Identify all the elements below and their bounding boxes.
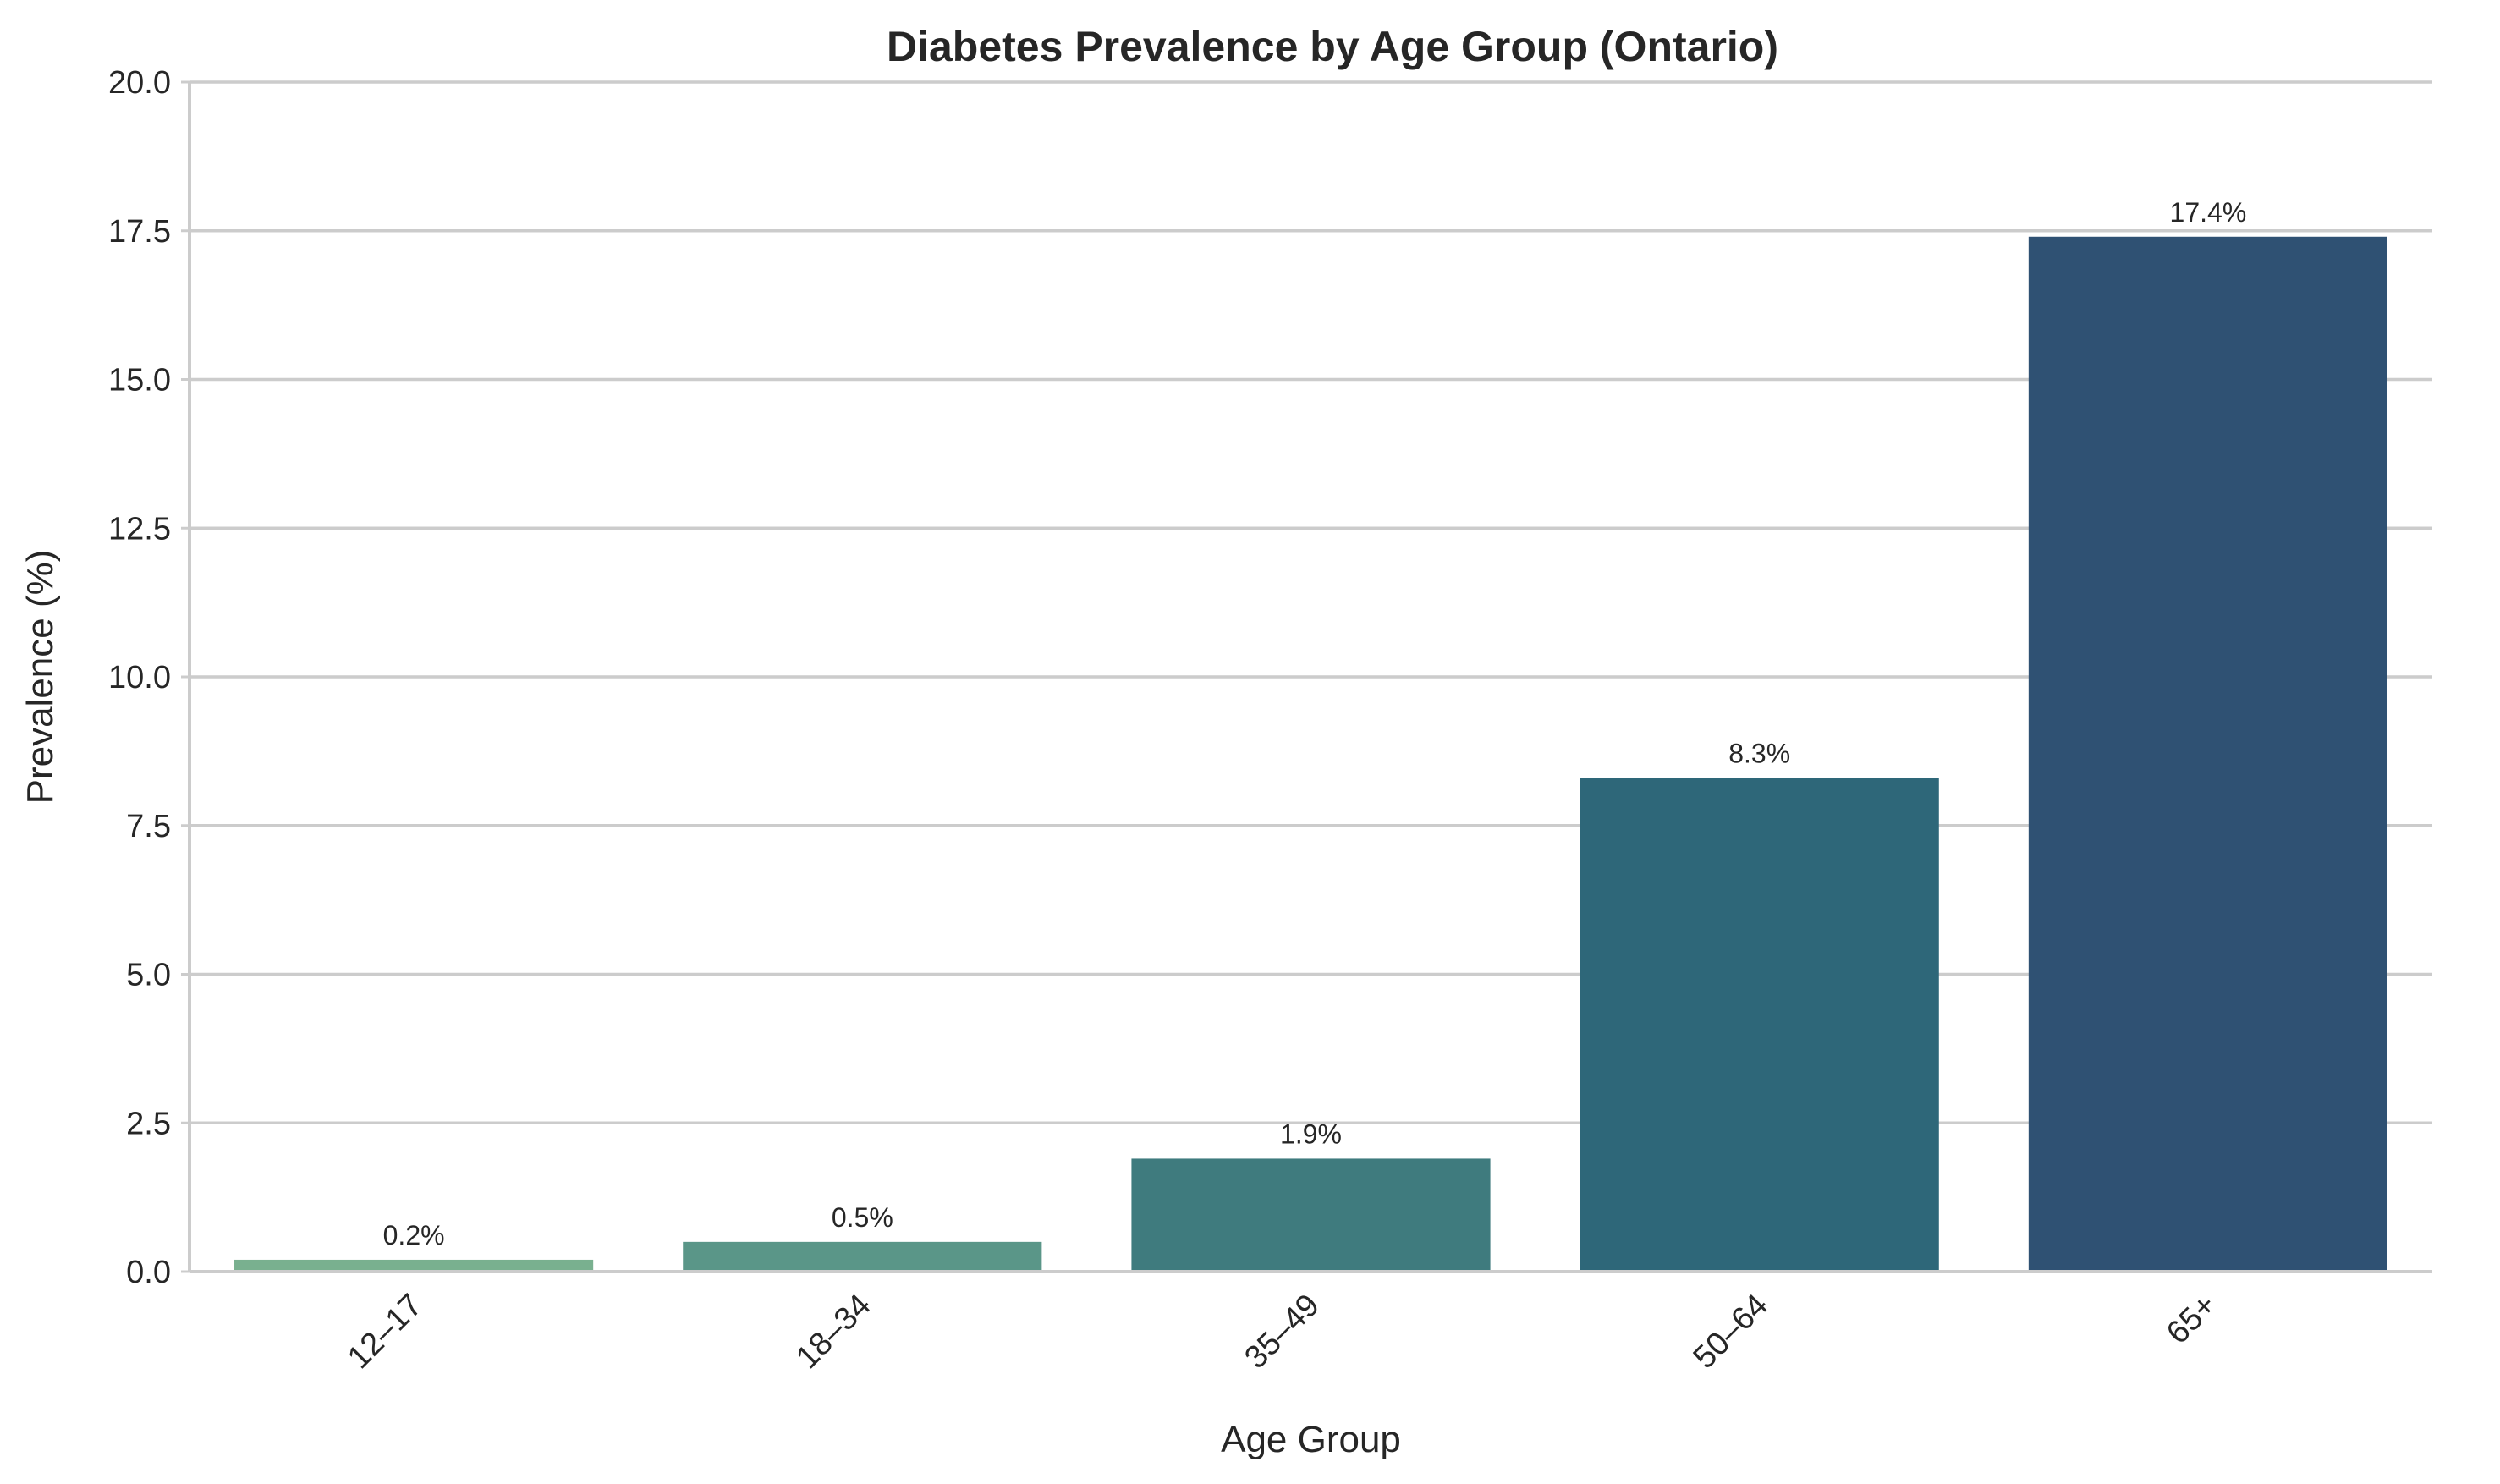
bar-value-label: 0.2% xyxy=(383,1220,445,1250)
y-tick-label: 15.0 xyxy=(108,363,171,398)
y-tick-label: 5.0 xyxy=(126,958,171,993)
y-tick-label: 12.5 xyxy=(108,511,171,547)
x-tick-label: 65+ xyxy=(2160,1288,2223,1351)
data-labels: 0.2% 0.5% 1.9% 8.3% 17.4% xyxy=(383,197,2247,1250)
bar xyxy=(234,1259,594,1272)
y-tick-labels: 0.0 2.5 5.0 7.5 10.0 12.5 15.0 17.5 20.0 xyxy=(108,65,190,1290)
bar-value-label: 17.4% xyxy=(2170,197,2247,228)
y-tick-label: 20.0 xyxy=(108,65,171,101)
bar-value-label: 8.3% xyxy=(1728,739,1790,769)
chart-title: Diabetes Prevalence by Age Group (Ontari… xyxy=(887,23,1778,70)
bar xyxy=(2028,236,2387,1272)
x-tick-label: 50–64 xyxy=(1687,1288,1775,1376)
bars xyxy=(234,236,2387,1272)
x-tick-label: 18–34 xyxy=(789,1288,877,1376)
y-tick-label: 7.5 xyxy=(126,809,171,844)
gridlines xyxy=(190,80,2432,1273)
bar-value-label: 1.9% xyxy=(1280,1118,1342,1149)
x-axis-title: Age Group xyxy=(1221,1419,1401,1460)
y-tick-label: 0.0 xyxy=(126,1255,171,1290)
y-tick-label: 10.0 xyxy=(108,660,171,695)
bar-value-label: 0.5% xyxy=(832,1202,893,1233)
y-axis-title: Prevalence (%) xyxy=(19,550,61,805)
x-tick-label: 35–49 xyxy=(1238,1288,1326,1376)
y-tick-label: 17.5 xyxy=(108,214,171,250)
x-tick-label: 12–17 xyxy=(341,1288,429,1376)
bar xyxy=(683,1241,1042,1272)
bar xyxy=(1131,1158,1491,1272)
y-tick-label: 2.5 xyxy=(126,1106,171,1141)
bar xyxy=(1580,778,1939,1272)
x-tick-labels: 12–17 18–34 35–49 50–64 65+ xyxy=(341,1288,2223,1376)
